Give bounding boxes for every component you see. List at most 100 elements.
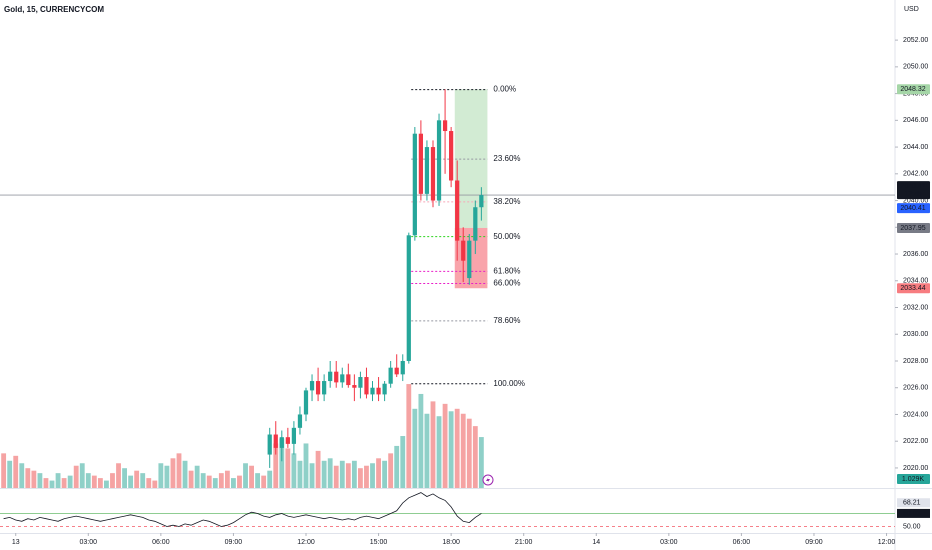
candle-body [267,434,272,455]
volume-bar [303,443,309,488]
y-tick-label: 2032.00 [903,304,928,311]
volume-bar [194,465,200,488]
volume-bar [85,473,91,488]
x-tick-label: 15:00 [370,539,388,546]
candle-body [285,437,290,444]
volume-bar [466,418,472,488]
candle-body [303,390,309,415]
candle-body [322,381,327,395]
candle-body [352,385,357,388]
volume-bar [249,465,254,488]
x-tick-label: 14 [592,539,600,546]
candle-body [400,360,405,375]
volume-bar [370,463,375,488]
volume-bar [158,463,164,488]
candle-body [376,387,381,395]
volume-bar [327,458,333,488]
y-tick-label: 2026.00 [903,385,928,392]
volume-bar [182,460,188,488]
x-tick-label: 13 [12,539,20,546]
volume-bar [315,450,321,488]
rsi-line [3,492,482,527]
candle-body [340,374,345,383]
fib-level-label: 61.80% [493,267,520,276]
candle-body [455,180,460,241]
candle-body [467,240,472,279]
volume-bar [255,473,261,488]
volume-bar [176,453,182,488]
volume-bar [243,463,248,488]
volume-bar [7,460,13,488]
price-tag [897,84,930,95]
y-tick-label: 2040.00 [903,197,928,204]
volume-bar [376,458,381,488]
volume-bar [351,460,357,488]
fib-level-label: 23.60% [493,154,520,163]
x-tick-label: 09:00 [805,539,823,546]
candle-body [309,381,315,391]
volume-bar [436,416,442,488]
y-tick-label: 2020.00 [903,465,928,472]
y-tick-label: 2036.00 [903,251,928,258]
x-tick-label: 03:00 [80,539,98,546]
volume-bar [418,393,424,488]
volume-bar [104,480,109,488]
volume-bar [291,453,297,488]
volume-bar [73,465,79,488]
volume-bar [1,453,7,488]
volume-bar [55,473,61,488]
rsi-tag-label: 68.21 [903,500,921,507]
candle-body [364,377,369,395]
price-tag [897,283,930,294]
volume-bar [345,463,351,488]
volume-bar [49,480,55,488]
volume-bar [61,478,67,488]
candle-body [394,367,399,375]
volume-bar [13,455,19,488]
candle-body [406,235,411,361]
x-tick-label: 12:00 [297,539,315,546]
candle-body [479,195,484,208]
volume-bar [79,463,85,488]
volume-bar [460,413,466,488]
volume-tag-label: 1.029K [902,476,925,483]
rsi-tag-label: 50.00 [903,523,921,530]
candle-body [273,434,278,448]
volume-bar [442,403,448,488]
volume-bar [200,473,206,488]
volume-bar [237,475,242,488]
price-tag-label: 2040.41 [900,205,925,212]
candle-body [315,381,321,395]
price-tag-label: 2040.41 [900,183,925,190]
y-tick-label: 2028.00 [903,358,928,365]
price-tag-label: 2033.44 [900,285,925,292]
rsi-tag [897,521,930,531]
volume-bar [128,475,134,488]
volume-bar [122,468,127,488]
price-tag-label: 2048.32 [900,86,925,93]
volume-bar [212,478,218,488]
candle-body [442,120,448,132]
candle-body [346,374,351,386]
rsi-tag [897,508,930,518]
rsi-tag-label: 60.03 [903,510,921,517]
candle-body [418,133,424,194]
volume-bar [382,460,388,488]
candle-body [358,377,363,388]
candle-body [449,131,454,181]
fib-level-label: 100.00% [493,379,525,388]
volume-bar [412,408,418,488]
candle-body [424,147,430,194]
volume-bar [339,460,345,488]
y-tick-label: 2034.00 [903,278,928,285]
volume-bar [261,475,267,488]
volume-bar [424,413,430,488]
candle-body [461,240,466,261]
price-tag-label: 2037.95 [900,225,925,232]
candle-body [328,371,333,382]
volume-bar [231,478,236,488]
y-tick-label: 2030.00 [903,331,928,338]
volume-bar [400,436,406,488]
volume-bar [279,438,285,488]
candle-body [436,120,442,201]
